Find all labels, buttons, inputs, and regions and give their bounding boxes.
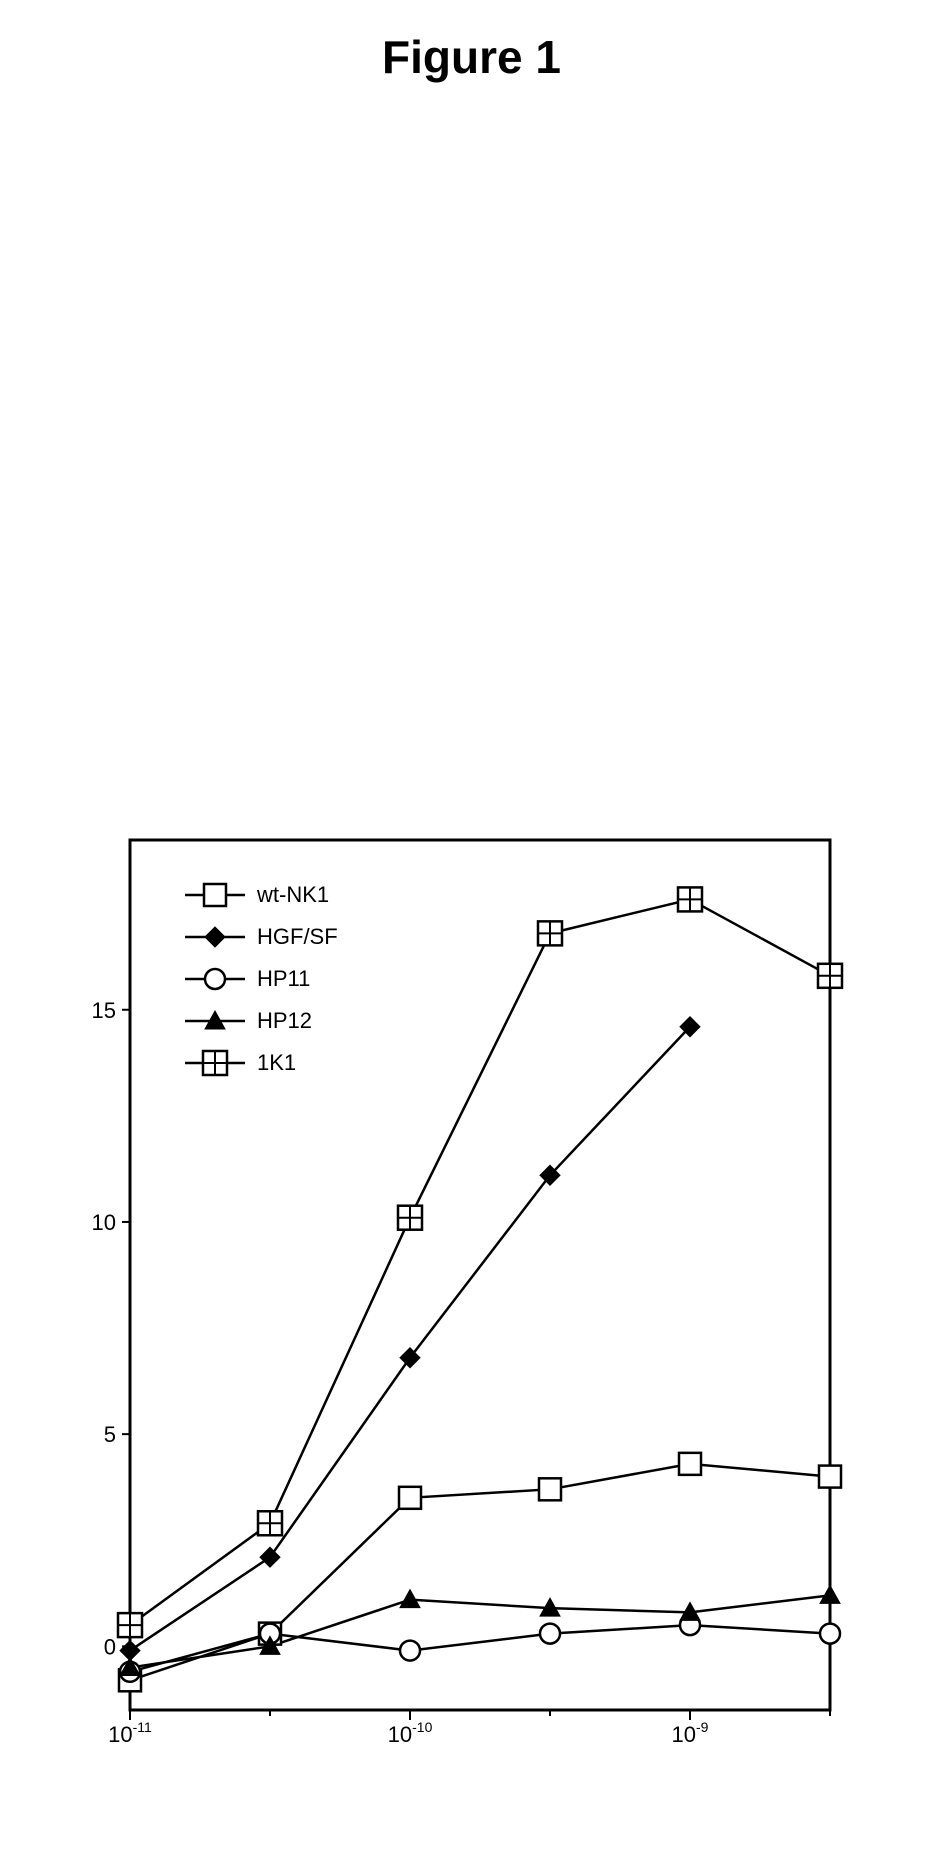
marker [818,964,842,988]
legend-label: wt-NK1 [256,882,329,907]
y-tick-label: 15 [92,998,116,1023]
marker [203,1051,227,1075]
x-tick-label: 10-11 [108,1719,152,1747]
figure-title: Figure 1 [0,30,943,84]
marker [819,1466,841,1488]
legend: wt-NK1 HGF/SF HP11 HP12 1K1 [185,882,338,1075]
series-line [130,1464,830,1680]
marker [400,1641,420,1661]
series-line [130,1595,830,1667]
y-tick-label: 5 [104,1422,116,1447]
legend-label: HGF/SF [257,924,338,949]
marker [258,1511,282,1535]
marker [398,1206,422,1230]
y-tick-label: 10 [92,1210,116,1235]
series-line [130,1625,830,1672]
marker [540,1624,560,1644]
series-line [130,1027,690,1651]
marker [538,921,562,945]
x-tick-label: 10-9 [672,1719,709,1747]
legend-label: HP11 [257,966,310,991]
marker [204,884,226,906]
marker [820,1624,840,1644]
legend-label: HP12 [257,1008,312,1033]
marker [205,927,225,947]
marker [260,1547,280,1567]
marker [400,1348,420,1368]
marker [205,969,225,989]
marker [400,1590,420,1608]
marker [118,1613,142,1637]
x-tick-label: 10-10 [388,1719,433,1747]
line-chart: 0 5 10 15 10-11 10-10 10-9 wt-NK1 HGF/SF HP11 HP12… [90,820,850,1760]
marker [820,1585,840,1603]
marker [679,1453,701,1475]
marker [678,887,702,911]
marker [399,1487,421,1509]
y-tick-label: 0 [104,1634,116,1659]
legend-label: 1K1 [257,1050,296,1075]
marker [539,1478,561,1500]
series-line [130,899,830,1625]
